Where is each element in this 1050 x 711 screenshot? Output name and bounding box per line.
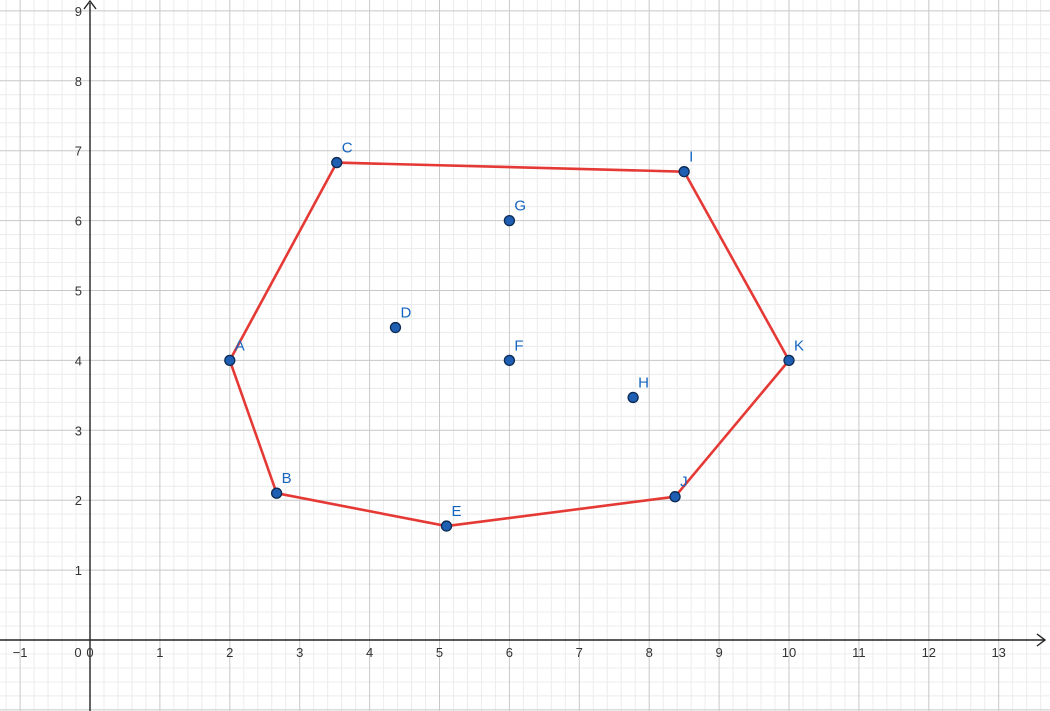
- point-F[interactable]: [503, 354, 516, 367]
- x-tick-label: 11: [852, 645, 866, 660]
- y-tick-label: 4: [75, 353, 82, 368]
- y-tick-label: 9: [75, 4, 82, 19]
- x-tick-label: 5: [436, 645, 443, 660]
- y-tick-label: 7: [75, 144, 82, 159]
- polygon-edge-KJ: [673, 359, 791, 499]
- x-tick-label: 10: [782, 645, 796, 660]
- polygon-edge-JE: [445, 495, 677, 528]
- point-H[interactable]: [627, 391, 639, 404]
- point-G[interactable]: [503, 214, 516, 227]
- polygon-edge-BA: [228, 359, 278, 495]
- y-tick-label: 6: [75, 214, 82, 229]
- y-tick-label: 3: [75, 423, 82, 438]
- point-label-H: H: [638, 374, 649, 391]
- point-label-A: A: [235, 337, 245, 354]
- polygon-edge-EB: [275, 491, 448, 528]
- points: A B C D E F G H I J K: [224, 140, 804, 532]
- x-tick-label: 9: [715, 645, 722, 660]
- y-tick-label: 1: [75, 563, 82, 578]
- point-E[interactable]: [440, 520, 453, 532]
- x-tick-label: 0: [86, 645, 93, 660]
- point-C[interactable]: [331, 156, 343, 169]
- x-axis-arrow-icon: [1036, 633, 1047, 647]
- x-tick-label: 6: [506, 645, 513, 660]
- point-label-F: F: [514, 337, 523, 354]
- point-A[interactable]: [224, 354, 236, 367]
- x-tick-label: 2: [226, 645, 233, 660]
- point-label-C: C: [342, 140, 353, 157]
- x-tick-label: 13: [991, 645, 1005, 660]
- point-B[interactable]: [270, 487, 283, 499]
- x-tick-label: 8: [646, 645, 653, 660]
- point-label-D: D: [400, 305, 411, 322]
- point-K[interactable]: [783, 354, 795, 367]
- x-tick-label: −1: [13, 645, 28, 660]
- point-label-B: B: [282, 470, 292, 487]
- point-J[interactable]: [669, 491, 681, 503]
- polygon-edge-IK: [682, 170, 791, 362]
- x-tick-label: 12: [922, 645, 936, 660]
- point-label-E: E: [451, 503, 461, 520]
- point-label-K: K: [794, 337, 804, 354]
- y-axis-arrow-icon: [83, 0, 97, 10]
- x-tick-label: 3: [296, 645, 303, 660]
- polygon-edge-AC: [228, 161, 339, 362]
- point-label-G: G: [514, 198, 526, 215]
- origin-label: 0: [74, 645, 81, 660]
- y-tick-label: 5: [75, 284, 82, 299]
- polygon: [228, 161, 791, 528]
- x-tick-label: 4: [366, 645, 373, 660]
- x-tick-label: 1: [156, 645, 163, 660]
- point-label-J: J: [680, 474, 688, 491]
- polygon-edge-CI: [335, 161, 686, 173]
- y-tick-label: 8: [75, 74, 82, 89]
- point-I[interactable]: [678, 166, 690, 178]
- y-tick-label: 2: [75, 493, 82, 508]
- point-D[interactable]: [389, 321, 402, 334]
- point-label-I: I: [689, 149, 693, 166]
- x-tick-label: 7: [576, 645, 583, 660]
